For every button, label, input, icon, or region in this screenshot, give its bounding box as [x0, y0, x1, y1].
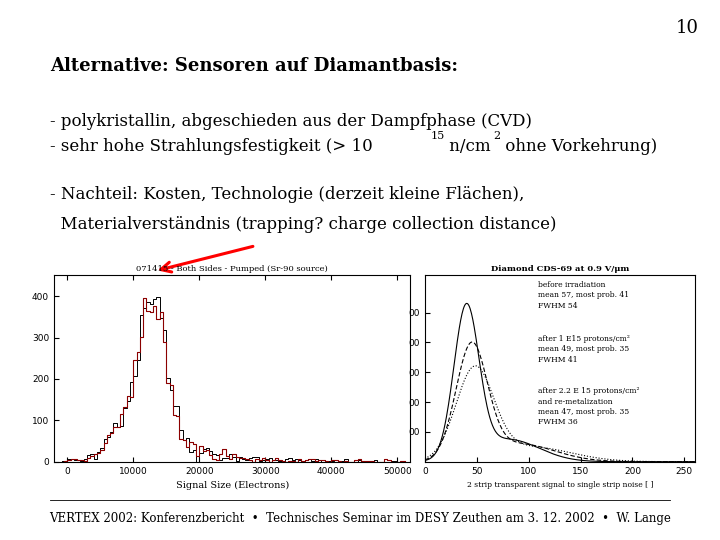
X-axis label: 2 strip transparent signal to single strip noise [ ]: 2 strip transparent signal to single str… [467, 481, 653, 489]
X-axis label: Signal Size (Electrons): Signal Size (Electrons) [176, 481, 289, 490]
Text: VERTEX 2002: Konferenzbericht  •  Technisches Seminar im DESY Zeuthen am 3. 12. : VERTEX 2002: Konferenzbericht • Technisc… [49, 512, 671, 525]
Text: before irradiation
mean 57, most prob. 41
FWHM 54: before irradiation mean 57, most prob. 4… [538, 281, 629, 310]
Text: n/cm: n/cm [444, 138, 490, 155]
Title: 071415 - Both Sides - Pumped (Sr-90 source): 071415 - Both Sides - Pumped (Sr-90 sour… [136, 265, 328, 273]
Text: 15: 15 [431, 131, 445, 141]
Text: Alternative: Sensoren auf Diamantbasis:: Alternative: Sensoren auf Diamantbasis: [50, 57, 459, 75]
Title: Diamond CDS-69 at 0.9 V/μm: Diamond CDS-69 at 0.9 V/μm [490, 265, 629, 273]
Text: - sehr hohe Strahlungsfestigkeit (> 10: - sehr hohe Strahlungsfestigkeit (> 10 [50, 138, 373, 155]
Text: - Nachteil: Kosten, Technologie (derzeit kleine Flächen),: - Nachteil: Kosten, Technologie (derzeit… [50, 186, 525, 203]
Text: 2: 2 [494, 131, 501, 141]
Text: after 2.2 E 15 protons/cm²
and re-metalization
mean 47, most prob. 35
FWHM 36: after 2.2 E 15 protons/cm² and re-metali… [538, 387, 639, 427]
Text: 10: 10 [675, 19, 698, 37]
Text: after 1 E15 protons/cm²
mean 49, most prob. 35
FWHM 41: after 1 E15 protons/cm² mean 49, most pr… [538, 335, 630, 364]
Text: ohne Vorkehrung): ohne Vorkehrung) [500, 138, 657, 155]
Text: Materialverständnis (trapping? charge collection distance): Materialverständnis (trapping? charge co… [50, 216, 557, 233]
Text: - polykristallin, abgeschieden aus der Dampfphase (CVD): - polykristallin, abgeschieden aus der D… [50, 113, 532, 130]
